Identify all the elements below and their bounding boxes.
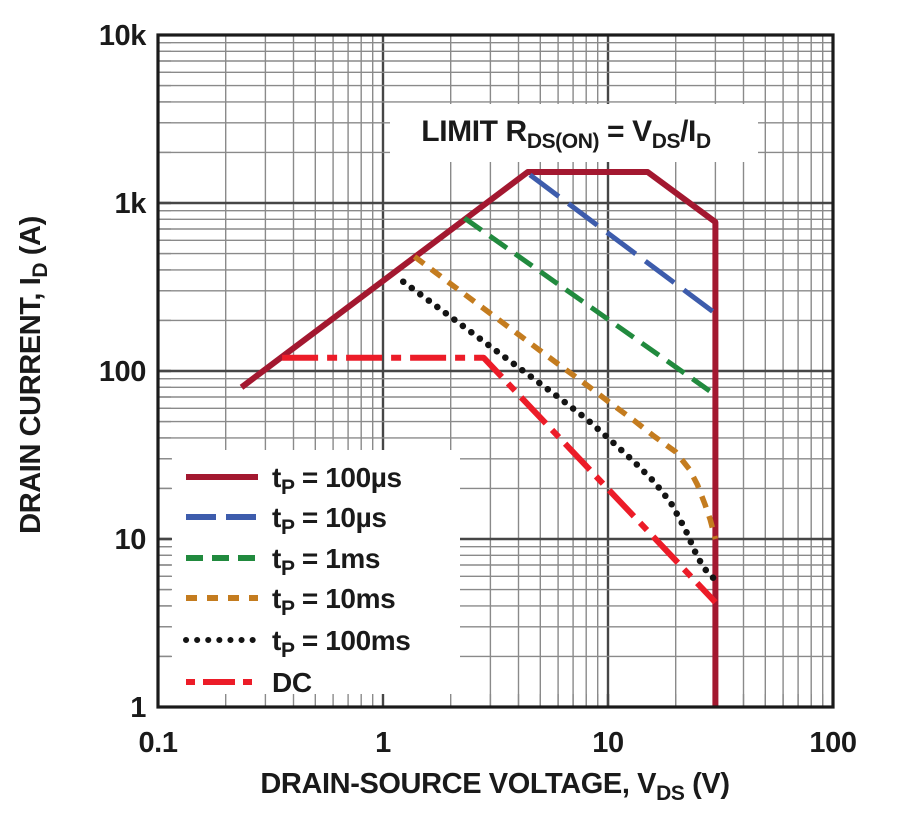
x-tick-label: 1 (375, 727, 391, 759)
y-tick-label: 100 (99, 356, 146, 388)
curve-tp-100us (239, 169, 719, 707)
y-tick-label: 10 (115, 524, 146, 556)
x-tick-label: 10 (592, 727, 623, 759)
legend-label-post: = 100ms (295, 625, 411, 656)
legend-background (172, 450, 460, 706)
legend-label-tp-10ms: tP = 10ms (272, 583, 395, 620)
y-tick-label: 1 (130, 692, 146, 724)
limit-annotation: LIMIT RDS(ON) = VDS/ID (421, 115, 711, 153)
legend-label-post: = 100µs (295, 462, 402, 493)
annotation-pre: LIMIT R (421, 115, 527, 148)
annotation-sub3: D (696, 130, 711, 153)
legend-label-post: = 10µs (295, 502, 387, 533)
annotation-sub1: DS(ON) (527, 130, 599, 153)
x-axis-title-pre: DRAIN-SOURCE VOLTAGE, V (260, 768, 657, 800)
legend-label-post: = 1ms (295, 543, 381, 574)
legend-label-sub: P (281, 516, 295, 539)
legend-label-sub: P (281, 639, 295, 662)
y-axis-title-post: (A) (15, 216, 47, 263)
y-axis-title-sub: D (29, 263, 52, 278)
y-axis-tick-labels: 10k 1k 100 10 1 (99, 20, 148, 724)
annotation-sub2: DS (652, 130, 681, 153)
curve-tp-10us (528, 172, 717, 316)
legend-label-post: = 10ms (295, 583, 396, 614)
legend-label-sub: P (281, 557, 295, 580)
legend-label-tp-100us: tP = 100µs (272, 462, 402, 499)
y-tick-label: 10k (99, 20, 147, 52)
plot-frame (156, 33, 835, 709)
legend-label-pre: t (272, 583, 281, 614)
legend-label-pre: DC (272, 667, 312, 698)
curve-dc (282, 354, 718, 605)
legend-label-pre: t (272, 462, 281, 493)
legend-label-pre: t (272, 543, 281, 574)
annotation-background (390, 104, 758, 162)
legend-label-tp-1ms: tP = 1ms (272, 543, 380, 580)
legend-label-tp-10us: tP = 10µs (272, 502, 387, 539)
axis-tick-stubs (156, 33, 835, 709)
legend-label-dc: DC (272, 667, 312, 698)
annotation-mid: = V (599, 115, 652, 148)
curve-tp-100ms (399, 278, 719, 584)
legend-label-pre: t (272, 502, 281, 533)
x-tick-label: 0.1 (138, 727, 177, 759)
y-axis-title: DRAIN CURRENT, ID (A) (15, 216, 52, 534)
x-axis-tick-labels: 0.1 1 10 100 (138, 727, 857, 759)
annotation-mid2: /I (680, 115, 696, 148)
legend-label-sub: P (281, 476, 295, 499)
curve-series (239, 169, 719, 707)
x-tick-label: 100 (809, 727, 856, 759)
curve-tp-10ms (412, 254, 719, 540)
legend-label-pre: t (272, 625, 281, 656)
legend-label-tp-100ms: tP = 100ms (272, 625, 410, 662)
x-axis-title: DRAIN-SOURCE VOLTAGE, VDS (V) (260, 768, 729, 805)
x-axis-title-sub: DS (656, 782, 685, 805)
y-tick-label: 1k (115, 188, 148, 220)
x-axis-title-post: (V) (685, 768, 730, 800)
curve-tp-1ms (462, 216, 717, 398)
y-axis-title-pre: DRAIN CURRENT, I (15, 278, 47, 534)
legend-label-sub: P (281, 597, 295, 620)
